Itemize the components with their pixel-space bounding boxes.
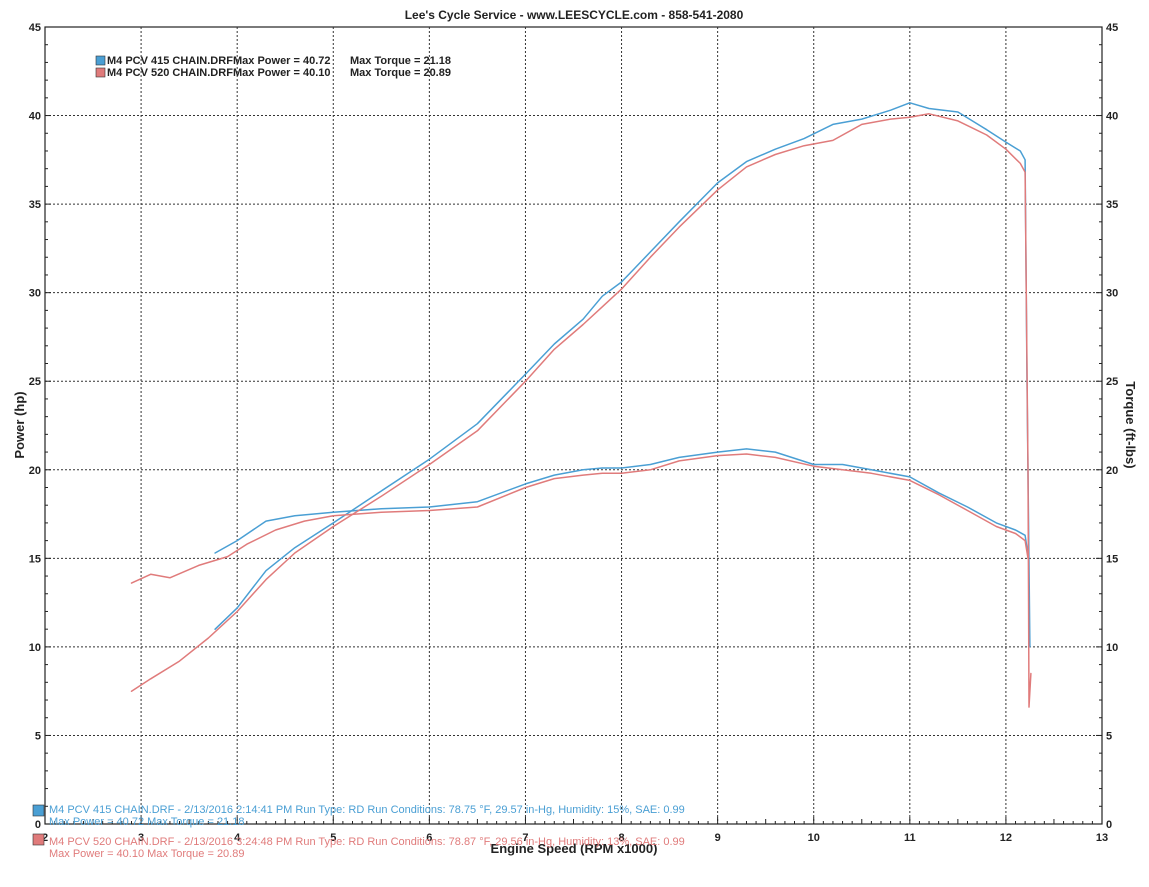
legend-swatch-520 <box>95 67 106 78</box>
x-tick-label-2: 2 <box>42 832 48 844</box>
run-info: M4 PCV 415 CHAIN.DRF - 2/13/2016 2:14:41… <box>32 804 685 860</box>
legend-torque-520: Max Torque = 20.89 <box>350 67 451 79</box>
y-tick-label-0: 0 <box>35 819 41 831</box>
legend-power-415: Max Power = 40.72 <box>233 55 331 67</box>
legend-power-520: Max Power = 40.10 <box>233 67 331 79</box>
x-tick-label-9: 9 <box>715 832 721 844</box>
x-tick-label-7: 7 <box>522 832 528 844</box>
y-tick-label-25: 25 <box>29 376 41 388</box>
x-tick-label-6: 6 <box>426 832 432 844</box>
y2-tick-label-35: 35 <box>1106 199 1118 211</box>
y2-tick-label-0: 0 <box>1106 819 1112 831</box>
y2-tick-label-20: 20 <box>1106 465 1118 477</box>
y2-tick-label-25: 25 <box>1106 376 1118 388</box>
run2-info-line1: M4 PCV 520 CHAIN.DRF - 2/13/2016 3:24:48… <box>49 836 685 848</box>
y2-tick-label-10: 10 <box>1106 642 1118 654</box>
y2-tick-label-15: 15 <box>1106 553 1118 565</box>
chart-title: Lee's Cycle Service - www.LEESCYCLE.com … <box>405 8 744 22</box>
x-tick-label-13: 13 <box>1096 832 1108 844</box>
x-tick-label-5: 5 <box>330 832 336 844</box>
y2-axis-title: Torque (ft-lbs) <box>1123 381 1138 468</box>
legend-swatch-415 <box>95 55 106 66</box>
x-axis-title: Engine Speed (RPM x1000) <box>491 841 658 856</box>
y2-tick-label-45: 45 <box>1106 22 1118 34</box>
run2-info-line2: Max Power = 40.10 Max Torque = 20.89 <box>49 848 244 860</box>
y2-tick-label-40: 40 <box>1106 111 1118 123</box>
plot-area <box>44 26 1103 825</box>
y-tick-label-5: 5 <box>35 730 41 742</box>
x-tick-label-12: 12 <box>1000 832 1012 844</box>
y-tick-label-35: 35 <box>29 199 41 211</box>
series-line-0-power <box>214 102 1031 648</box>
y-tick-label-10: 10 <box>29 642 41 654</box>
series-line-3-torque <box>130 453 1029 584</box>
legend-name-520: M4 PCV 520 CHAIN.DRF <box>107 67 233 79</box>
legend-name-415: M4 PCV 415 CHAIN.DRF <box>107 55 233 67</box>
y-tick-label-40: 40 <box>29 111 41 123</box>
y-tick-label-15: 15 <box>29 553 41 565</box>
run1-info-line2: Max Power = 40.72 Max Torque = 21.18 <box>49 816 244 828</box>
y2-tick-label-5: 5 <box>1106 730 1112 742</box>
series-line-2-power <box>130 113 1032 708</box>
run1-info-line1: M4 PCV 415 CHAIN.DRF - 2/13/2016 2:14:41… <box>49 804 685 816</box>
x-tick-label-4: 4 <box>234 832 241 844</box>
y-tick-label-45: 45 <box>29 22 41 34</box>
x-tick-label-8: 8 <box>618 832 624 844</box>
y2-tick-label-30: 30 <box>1106 288 1118 300</box>
y-axis-title: Power (hp) <box>12 391 27 458</box>
grid-layer <box>45 27 1102 824</box>
x-tick-label-11: 11 <box>904 832 916 844</box>
legend: M4 PCV 415 CHAIN.DRF Max Power = 40.72 M… <box>95 55 451 79</box>
series-line-1-torque <box>214 448 1029 556</box>
x-tick-label-10: 10 <box>808 832 820 844</box>
y-tick-label-30: 30 <box>29 288 41 300</box>
series-layer <box>130 102 1032 708</box>
x-tick-label-3: 3 <box>138 832 144 844</box>
legend-torque-415: Max Torque = 21.18 <box>350 55 451 67</box>
y-tick-label-20: 20 <box>29 465 41 477</box>
run1-swatch <box>32 804 45 817</box>
run2-swatch <box>32 833 45 846</box>
